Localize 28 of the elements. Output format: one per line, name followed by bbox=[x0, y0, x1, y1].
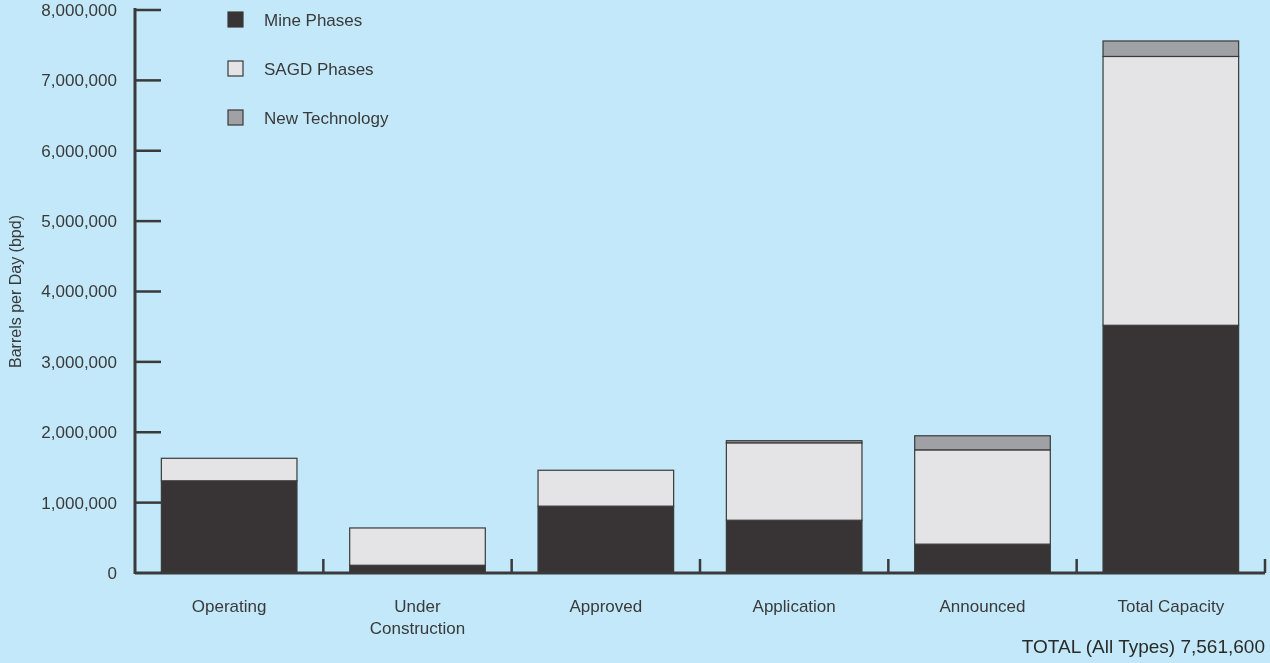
y-axis-tick: 2,000,000 bbox=[41, 423, 161, 443]
y-axis-tick: 8,000,000 bbox=[41, 0, 161, 20]
legend-label: New Technology bbox=[264, 108, 389, 128]
y-tick-label: 7,000,000 bbox=[41, 71, 117, 91]
y-axis-tick: 6,000,000 bbox=[41, 141, 161, 161]
y-tick-label: 6,000,000 bbox=[41, 141, 117, 161]
x-tick-label: Approved bbox=[569, 597, 643, 616]
text: TOTAL (All Types) 7,561,600 bbox=[1021, 636, 1265, 657]
y-axis-title: Barrels per Day (bpd) bbox=[7, 215, 24, 368]
y-axis-tick: 0 bbox=[107, 563, 117, 583]
x-tick-label: Under Construction bbox=[369, 597, 466, 638]
y-tick-label: 8,000,000 bbox=[41, 0, 117, 20]
x-tick-label: Total Capacity bbox=[1117, 597, 1225, 616]
x-tick-label: Application bbox=[752, 597, 836, 616]
y-tick-label: 1,000,000 bbox=[41, 493, 117, 513]
x-tick-label: Operating bbox=[191, 597, 267, 616]
y-axis-tick: 1,000,000 bbox=[41, 493, 161, 513]
legend-label: SAGD Phases bbox=[264, 59, 374, 79]
legend-label: Mine Phases bbox=[264, 10, 363, 30]
x-tick-label: Announced bbox=[939, 597, 1026, 616]
y-tick-label: 5,000,000 bbox=[41, 212, 117, 232]
y-tick-label: 4,000,000 bbox=[41, 282, 117, 302]
y-axis-tick: 5,000,000 bbox=[41, 212, 161, 232]
y-axis-tick: 7,000,000 bbox=[41, 71, 161, 91]
y-axis-tick: 4,000,000 bbox=[41, 282, 161, 302]
y-axis-tick: 3,000,000 bbox=[41, 352, 161, 372]
y-tick-label: 2,000,000 bbox=[41, 423, 117, 443]
y-tick-label: 3,000,000 bbox=[41, 352, 117, 372]
